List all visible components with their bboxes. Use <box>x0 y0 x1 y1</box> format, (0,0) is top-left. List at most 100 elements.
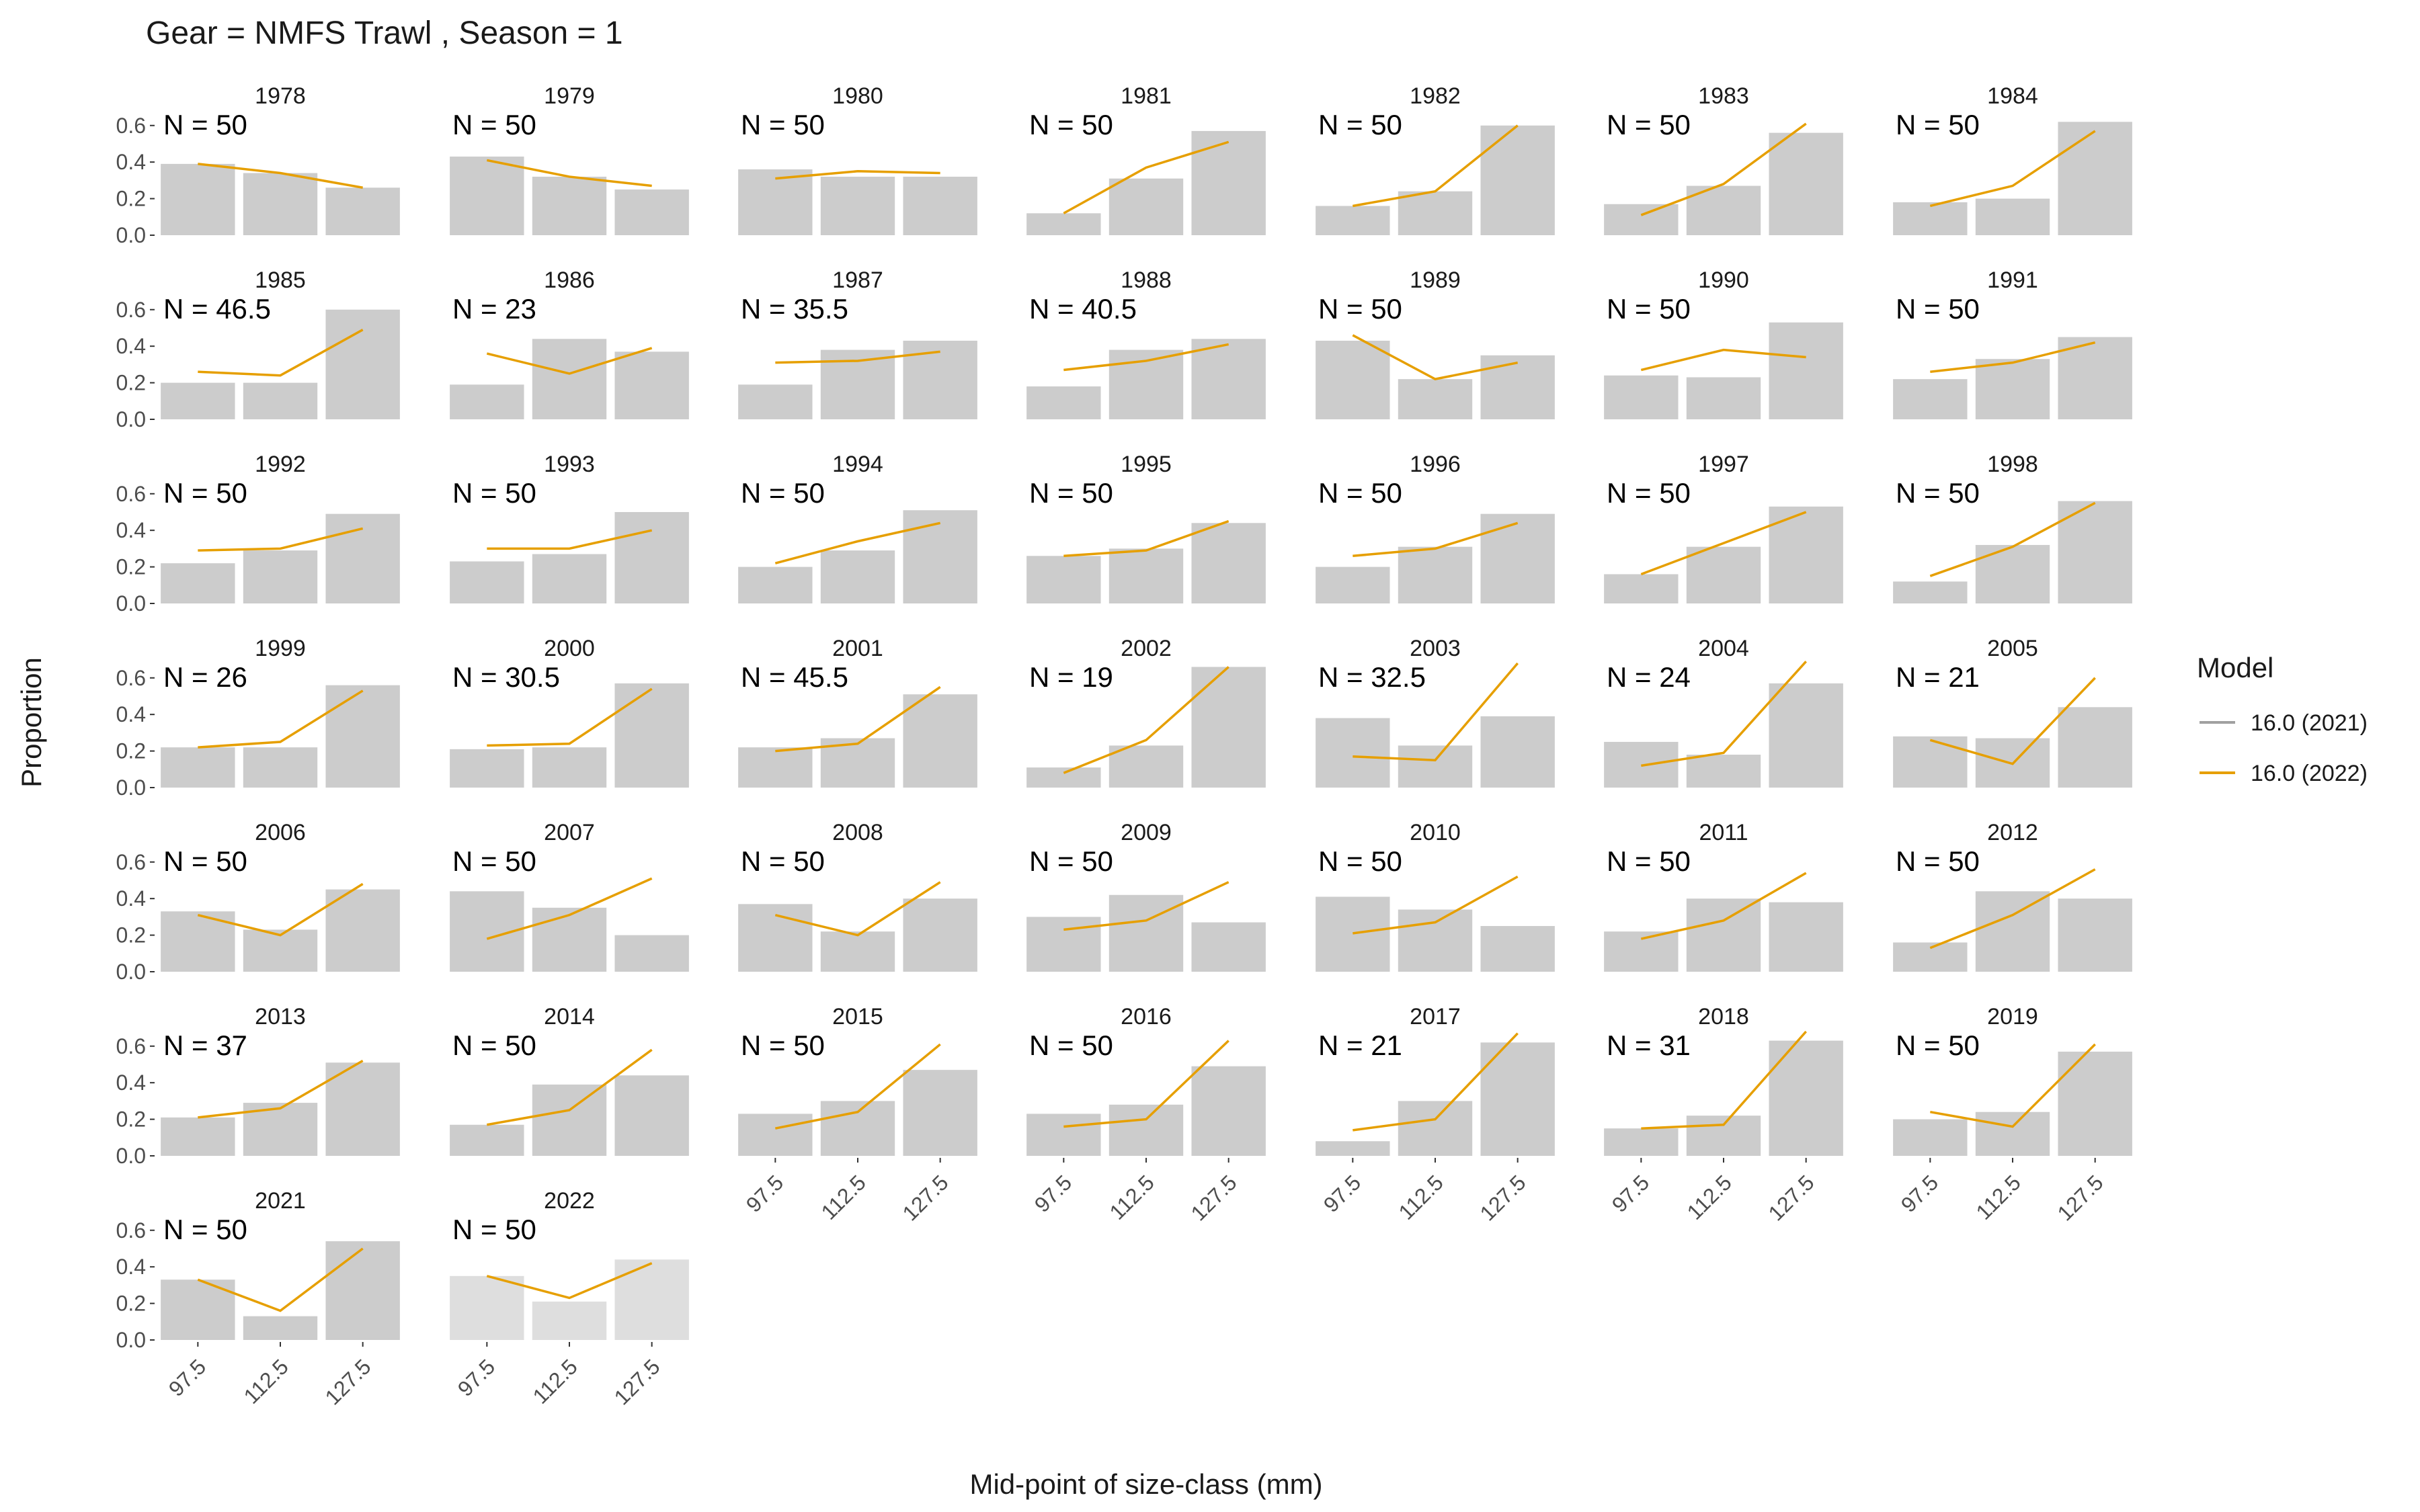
bar-2011-127-5 <box>1769 902 1843 972</box>
panel-2007: 2007 N = 50 <box>450 820 689 972</box>
bar-1989-97-5 <box>1316 341 1390 419</box>
panel-2019: 2019 N = 50 97.5 112.5 127.5 <box>1893 1004 2132 1226</box>
model-line-2014 <box>487 1048 653 1126</box>
panel-2014: 2014 N = 50 <box>450 1004 689 1156</box>
panel-2021: 2021 N = 50 0.0 0.2 0.4 0.6 97.5 112.5 127.5 <box>116 1188 400 1410</box>
panel-1983: 1983 N = 50 <box>1604 83 1843 235</box>
bar-2012-112-5 <box>1975 891 2050 972</box>
sample-size-label: N = 50 <box>1029 845 1113 877</box>
bar-2001-97-5 <box>738 747 813 788</box>
model-line-1986 <box>486 347 653 375</box>
bar-2014-112-5 <box>532 1084 607 1156</box>
panel-year-label: 1989 <box>1410 267 1461 293</box>
panel-year-label: 2004 <box>1698 636 1749 661</box>
sample-size-label: N = 50 <box>163 109 247 140</box>
sample-size-label: N = 50 <box>452 1030 536 1061</box>
bar-2014-97-5 <box>450 1124 524 1156</box>
panel-year-label: 1994 <box>832 452 883 477</box>
panel-1991: 1991 N = 50 <box>1893 267 2132 419</box>
sample-size-label: N = 50 <box>1029 477 1113 509</box>
model-line-2009 <box>1063 881 1229 931</box>
bar-2021-127-5 <box>325 1241 400 1340</box>
bar-2010-112-5 <box>1398 909 1473 972</box>
x-tick-label: 127.5 <box>1186 1170 1242 1225</box>
sample-size-label: N = 23 <box>452 293 536 325</box>
sample-size-label: N = 50 <box>1029 109 1113 140</box>
panel-year-label: 1980 <box>832 83 883 109</box>
bar-2003-112-5 <box>1398 745 1473 788</box>
bar-1982-112-5 <box>1398 191 1473 235</box>
x-tick-label: 127.5 <box>1764 1170 1819 1225</box>
model-line-2018 <box>1641 1030 1807 1130</box>
bar-2015-127-5 <box>903 1070 977 1156</box>
bar-2014-127-5 <box>614 1075 689 1156</box>
x-tick-label: 97.5 <box>741 1170 788 1216</box>
bar-2010-97-5 <box>1316 896 1390 972</box>
bar-2022-97-5 <box>450 1275 524 1340</box>
bar-1998-127-5 <box>2058 501 2132 603</box>
bar-2017-97-5 <box>1316 1141 1390 1156</box>
sample-size-label: N = 50 <box>1607 109 1691 140</box>
panel-year-label: 1993 <box>544 452 595 477</box>
bar-1981-97-5 <box>1026 213 1101 235</box>
bar-2009-127-5 <box>1191 922 1266 972</box>
bar-2003-127-5 <box>1480 716 1555 788</box>
bar-2006-112-5 <box>243 929 318 972</box>
bar-2009-112-5 <box>1108 894 1184 972</box>
bar-1991-112-5 <box>1975 359 2050 419</box>
bar-1983-97-5 <box>1604 204 1679 235</box>
y-tick-label: 0.6 <box>116 666 146 690</box>
panel-1981: 1981 N = 50 <box>1026 83 1266 235</box>
bar-2009-97-5 <box>1026 917 1101 972</box>
model-line-2005 <box>1929 677 2096 765</box>
model-line-1979 <box>486 159 652 187</box>
sample-size-label: N = 50 <box>1896 845 1980 877</box>
sample-size-label: N = 50 <box>1896 477 1980 509</box>
legend-title: Model <box>2197 652 2273 683</box>
bar-1992-97-5 <box>161 563 235 603</box>
bar-1989-127-5 <box>1480 355 1555 419</box>
model-line-1978 <box>198 163 363 189</box>
bar-2003-97-5 <box>1316 718 1390 788</box>
bar-1978-112-5 <box>243 173 318 235</box>
bar-1981-127-5 <box>1191 130 1266 235</box>
panel-2010: 2010 N = 50 <box>1316 820 1555 972</box>
y-tick-label: 0.6 <box>116 1218 146 1243</box>
y-tick-label: 0.6 <box>116 114 146 138</box>
panel-year-label: 2019 <box>1987 1004 2038 1030</box>
bar-2002-97-5 <box>1026 767 1101 788</box>
x-tick-label: 97.5 <box>1319 1170 1365 1216</box>
model-line-2007 <box>486 877 653 940</box>
panel-2022: 2022 N = 50 97.5 112.5 127.5 <box>450 1188 689 1410</box>
sample-size-label: N = 50 <box>1318 293 1402 325</box>
y-tick-label: 0.4 <box>116 1070 146 1095</box>
bar-1985-127-5 <box>325 309 400 419</box>
y-tick-label: 0.4 <box>116 334 146 358</box>
panel-year-label: 1983 <box>1698 83 1749 109</box>
model-line-1994 <box>774 521 941 564</box>
panel-year-label: 1982 <box>1410 83 1461 109</box>
bar-2016-112-5 <box>1108 1104 1184 1156</box>
model-line-1999 <box>198 689 364 749</box>
panel-year-label: 2009 <box>1121 820 1172 845</box>
y-axis-title: Proportion <box>15 657 47 788</box>
panel-year-label: 2003 <box>1410 636 1461 661</box>
x-tick-label: 112.5 <box>1105 1170 1159 1224</box>
bar-1999-112-5 <box>243 747 318 788</box>
bar-1983-127-5 <box>1769 132 1843 235</box>
bar-2013-97-5 <box>161 1117 235 1156</box>
model-line-1984 <box>1929 130 2096 208</box>
bar-1981-112-5 <box>1108 178 1184 235</box>
model-line-2004 <box>1641 661 1807 767</box>
x-tick-label: 127.5 <box>2053 1170 2108 1225</box>
bar-1992-127-5 <box>325 513 400 603</box>
bar-1986-97-5 <box>450 384 524 419</box>
y-tick-label: 0.0 <box>116 960 146 984</box>
bar-2015-112-5 <box>820 1101 895 1156</box>
panel-2008: 2008 N = 50 <box>738 820 977 972</box>
chart-title: Gear = NMFS Trawl , Season = 1 <box>146 15 623 51</box>
